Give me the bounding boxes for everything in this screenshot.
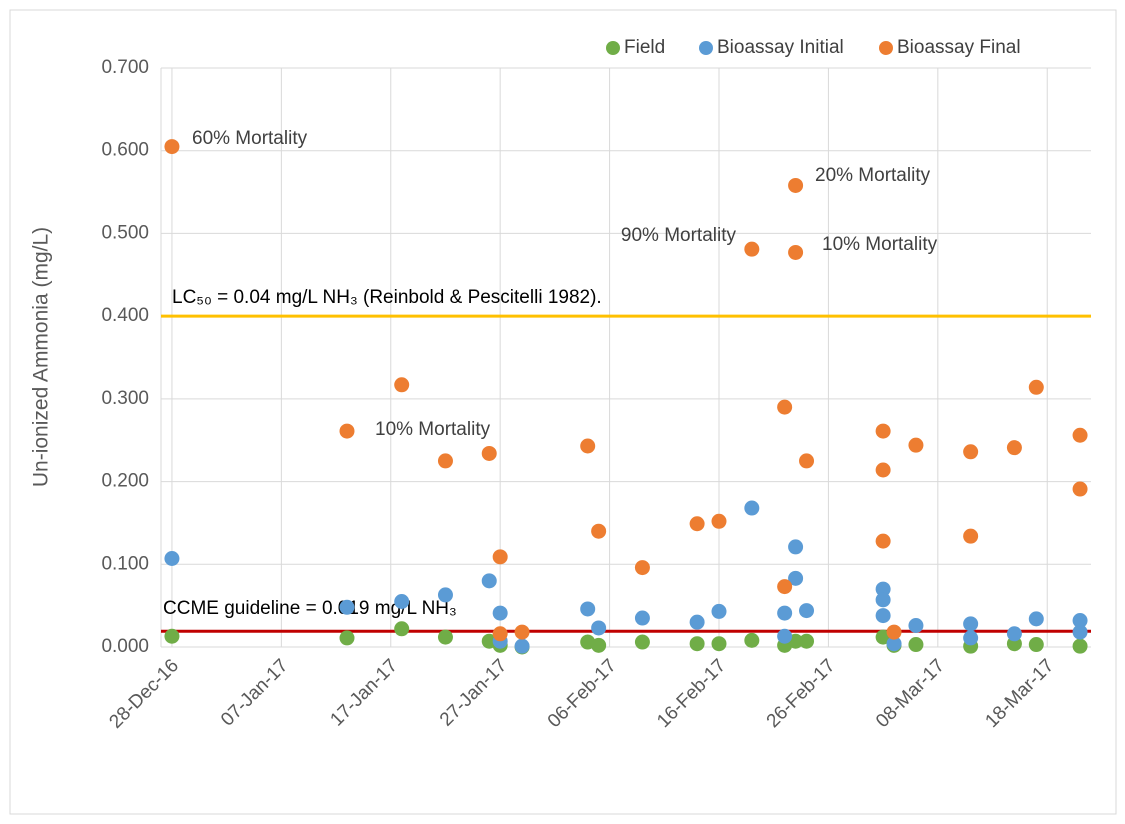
- point: [875, 533, 891, 549]
- point: [799, 453, 815, 469]
- point: [777, 628, 793, 644]
- point: [591, 620, 607, 636]
- point: [164, 139, 180, 155]
- point: [1072, 638, 1088, 654]
- point: [908, 437, 924, 453]
- point: [744, 632, 760, 648]
- point: [492, 605, 508, 621]
- point: [1006, 626, 1022, 642]
- y-tick-label: 0.300: [101, 388, 149, 409]
- legend-label: Bioassay Final: [897, 37, 1021, 58]
- point: [1072, 613, 1088, 629]
- point: [1072, 624, 1088, 640]
- annotation: 20% Mortality: [815, 165, 931, 186]
- point: [394, 621, 410, 637]
- point: [481, 573, 497, 589]
- point: [580, 438, 596, 454]
- point: [164, 550, 180, 566]
- point: [777, 579, 793, 595]
- point: [886, 624, 902, 640]
- point: [634, 610, 650, 626]
- point: [875, 462, 891, 478]
- y-tick-label: 0.700: [101, 57, 149, 78]
- point: [788, 177, 804, 193]
- point: [963, 444, 979, 460]
- point: [339, 630, 355, 646]
- point: [689, 614, 705, 630]
- y-axis-label: Un-ionized Ammonia (mg/L): [30, 227, 53, 487]
- point: [634, 634, 650, 650]
- point: [634, 560, 650, 576]
- chart-border: [9, 9, 1117, 815]
- point: [875, 423, 891, 439]
- point: [164, 628, 180, 644]
- point: [437, 453, 453, 469]
- point: [591, 523, 607, 539]
- point: [744, 500, 760, 516]
- legend-label: Field: [624, 37, 665, 58]
- annotation: 90% Mortality: [621, 225, 737, 246]
- y-tick-label: 0.400: [101, 305, 149, 326]
- reference-label: LC₅₀ = 0.04 mg/L NH₃ (Reinbold & Pescite…: [172, 287, 602, 308]
- point: [481, 445, 497, 461]
- y-tick-label: 0.200: [101, 471, 149, 492]
- point: [788, 539, 804, 555]
- point: [591, 637, 607, 653]
- point: [1072, 481, 1088, 497]
- annotation: 10% Mortality: [822, 234, 938, 255]
- legend-label: Bioassay Initial: [717, 37, 844, 58]
- point: [799, 603, 815, 619]
- point: [339, 599, 355, 615]
- point: [394, 594, 410, 610]
- point: [1028, 379, 1044, 395]
- point: [963, 616, 979, 632]
- point: [799, 633, 815, 649]
- point: [875, 592, 891, 608]
- point: [689, 636, 705, 652]
- point: [788, 570, 804, 586]
- point: [514, 638, 530, 654]
- point: [1028, 611, 1044, 627]
- point: [788, 244, 804, 260]
- point: [777, 605, 793, 621]
- point: [689, 516, 705, 532]
- annotation: 10% Mortality: [375, 419, 491, 440]
- point: [875, 608, 891, 624]
- point: [744, 241, 760, 257]
- y-tick-label: 0.100: [101, 553, 149, 574]
- reference-label: CCME guideline = 0.019 mg/L NH₃: [163, 598, 457, 619]
- point: [339, 423, 355, 439]
- legend-marker: [879, 41, 893, 55]
- point: [886, 636, 902, 652]
- point: [514, 624, 530, 640]
- legend-marker: [699, 41, 713, 55]
- point: [711, 603, 727, 619]
- point: [492, 549, 508, 565]
- point: [711, 636, 727, 652]
- point: [492, 626, 508, 642]
- point: [437, 629, 453, 645]
- point: [711, 513, 727, 529]
- point: [580, 601, 596, 617]
- y-tick-label: 0.500: [101, 222, 149, 243]
- y-tick-label: 0.000: [101, 636, 149, 657]
- point: [1072, 427, 1088, 443]
- annotation: 60% Mortality: [192, 128, 308, 149]
- point: [908, 617, 924, 633]
- point: [963, 528, 979, 544]
- legend-marker: [606, 41, 620, 55]
- point: [963, 630, 979, 646]
- point: [875, 581, 891, 597]
- point: [908, 637, 924, 653]
- point: [394, 377, 410, 393]
- point: [1006, 440, 1022, 456]
- point: [1028, 637, 1044, 653]
- point: [437, 587, 453, 603]
- y-tick-label: 0.600: [101, 140, 149, 161]
- point: [777, 399, 793, 415]
